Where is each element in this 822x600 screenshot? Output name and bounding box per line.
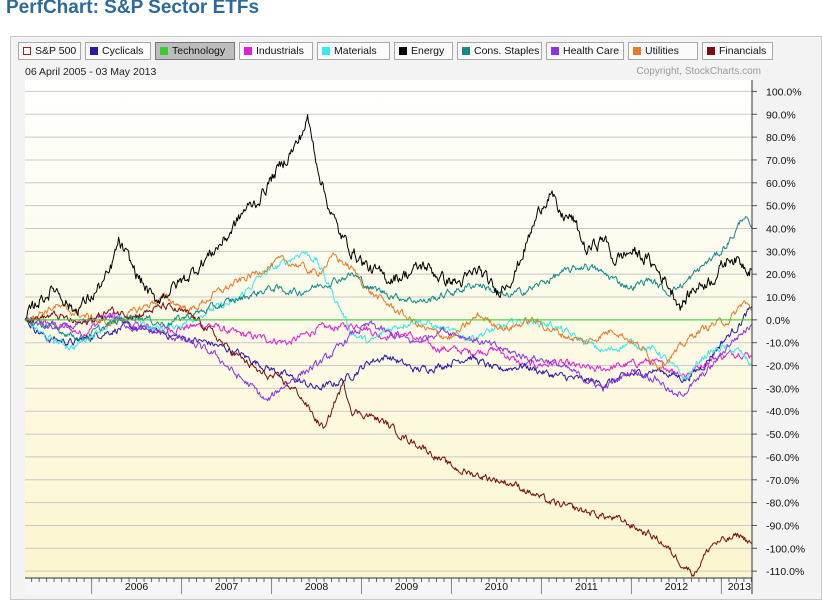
x-tick-label: 2006 [125, 581, 149, 593]
legend-button-utilities[interactable]: Utilities [628, 42, 698, 60]
y-tick-label: -110.0% [766, 566, 804, 578]
legend-label: Cons. Staples [474, 45, 540, 57]
legend-swatch [23, 47, 31, 55]
y-tick-label: 50.0% [766, 201, 796, 213]
page-title: PerfChart: S&P Sector ETFs [6, 0, 260, 18]
y-tick-label: -90.0% [766, 520, 799, 532]
y-tick-label: -40.0% [766, 406, 799, 418]
x-tick-label: 2010 [485, 581, 509, 593]
legend-swatch [551, 47, 559, 55]
series-line-energy [24, 114, 753, 321]
series-line-utilities [24, 252, 753, 371]
y-tick-label: 80.0% [766, 132, 796, 144]
legend-swatch [160, 47, 168, 55]
legend-button-energy[interactable]: Energy [394, 42, 453, 60]
y-tick-label: -70.0% [766, 475, 799, 487]
y-tick-label: 30.0% [766, 246, 796, 258]
x-tick-label: 2012 [665, 581, 689, 593]
y-tick-label: 60.0% [766, 178, 796, 190]
series-line-health-care [24, 314, 753, 402]
legend-button-financials[interactable]: Financials [702, 42, 773, 60]
legend-button-health-care[interactable]: Health Care [546, 42, 624, 60]
series-line-financials [24, 302, 753, 577]
legend-label: Health Care [563, 45, 620, 57]
x-tick-label: 2011 [575, 581, 598, 593]
legend-swatch [462, 47, 470, 55]
legend-label: Technology [172, 45, 226, 57]
legend-swatch [633, 47, 641, 55]
legend-swatch [322, 47, 330, 55]
y-tick-label: -80.0% [766, 498, 799, 510]
series-line-materials [24, 251, 753, 380]
legend-label: Industrials [256, 45, 304, 57]
legend-button-s-p-500[interactable]: S&P 500 [18, 42, 81, 60]
x-tick-label: 2009 [395, 581, 419, 593]
legend-swatch [244, 47, 252, 55]
y-tick-label: 20.0% [766, 269, 796, 281]
legend-swatch [399, 47, 407, 55]
legend-label: Energy [411, 45, 445, 57]
y-tick-label: 10.0% [766, 292, 796, 304]
y-tick-label: -50.0% [766, 429, 799, 441]
legend-swatch [707, 47, 715, 55]
legend-label: Cyclicals [102, 45, 144, 57]
x-tick-label: 2008 [305, 581, 329, 593]
y-tick-label: 100.0% [766, 86, 802, 98]
legend-label: S&P 500 [35, 45, 77, 57]
y-tick-label: 40.0% [766, 223, 796, 235]
legend-button-industrials[interactable]: Industrials [239, 42, 313, 60]
y-tick-label: 0.0% [766, 315, 790, 327]
y-tick-label: 70.0% [766, 155, 796, 167]
legend-button-cons-staples[interactable]: Cons. Staples [457, 42, 542, 60]
y-tick-label: -20.0% [766, 361, 799, 373]
legend-button-materials[interactable]: Materials [317, 42, 390, 60]
y-tick-label: -30.0% [766, 383, 799, 395]
series-line-industrials [24, 312, 753, 378]
legend-button-cyclicals[interactable]: Cyclicals [85, 42, 151, 60]
legend-swatch [90, 47, 98, 55]
x-axis-band [25, 578, 752, 594]
y-tick-label: -10.0% [766, 338, 799, 350]
copyright: Copyright, StockCharts.com [636, 66, 762, 77]
y-tick-label: -60.0% [766, 452, 799, 464]
date-range: 06 April 2005 - 03 May 2013 [25, 66, 157, 78]
legend-button-technology[interactable]: Technology [155, 42, 235, 60]
series-line-cons-staples [24, 216, 753, 342]
y-tick-label: 90.0% [766, 109, 796, 121]
x-tick-label: 2007 [215, 581, 239, 593]
legend-label: Materials [334, 45, 377, 57]
legend-label: Financials [719, 45, 767, 57]
legend-label: Utilities [645, 45, 679, 57]
x-tick-label: 2013 [728, 581, 752, 593]
y-tick-label: -100.0% [766, 543, 805, 555]
